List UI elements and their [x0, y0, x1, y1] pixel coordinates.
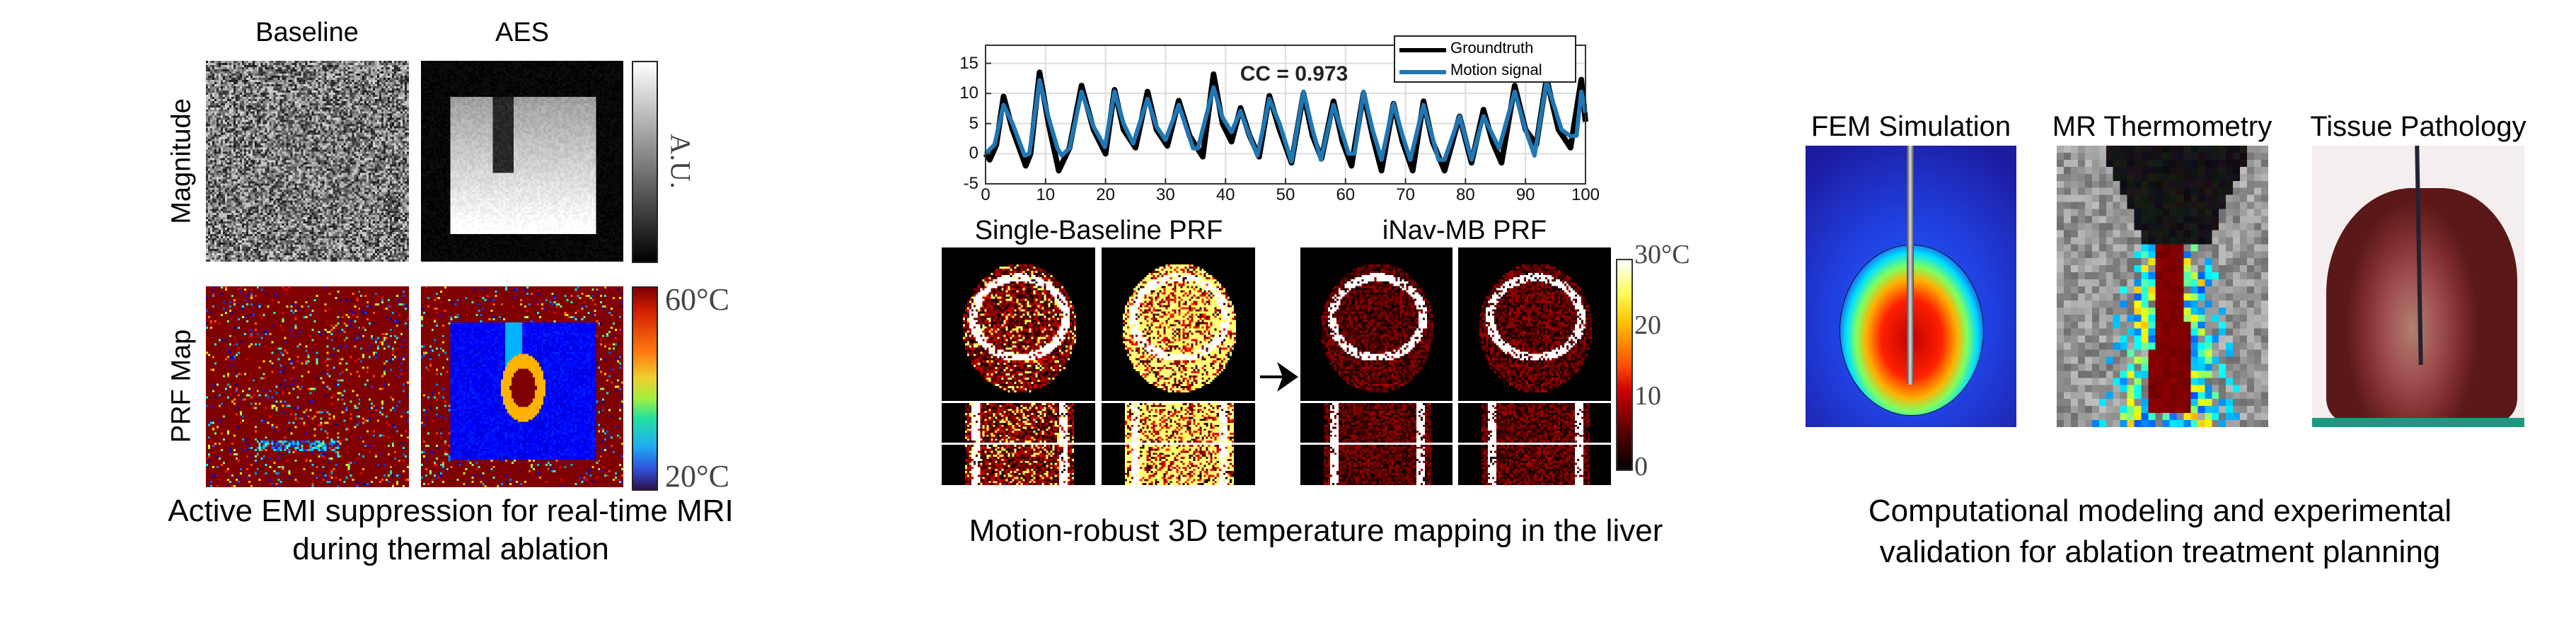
temperature-map-inav-mb-sag1: [1300, 403, 1452, 443]
x-tick-label: 80: [1456, 185, 1475, 204]
temperature-map-inav-mb-sag1: [1458, 403, 1611, 443]
baseline-magnitude-image: [206, 61, 409, 262]
y-tick-label: 5: [969, 113, 978, 133]
magnitude-colorbar: [632, 61, 658, 263]
chart-legend: Groundtruth Motion signal: [1394, 35, 1576, 83]
legend-label-motion-signal: Motion signal: [1450, 61, 1542, 78]
colorbar-label-0: 0: [1634, 452, 1648, 482]
group-title-inav-mb: iNav-MB PRF: [1382, 216, 1547, 245]
x-tick-label: 70: [1396, 185, 1415, 204]
legend-label-groundtruth: Groundtruth: [1450, 39, 1534, 57]
temperature-map-single-baseline-sag2: [1102, 445, 1255, 485]
temperature-map-single-baseline-sag2: [942, 445, 1095, 485]
modeling-caption-line-1: Computational modeling and experimental: [1868, 494, 2452, 528]
series-line-motion-signal: [983, 78, 1588, 164]
fem-simulation-image: [1806, 146, 2016, 427]
aes-magnitude-image: [421, 61, 623, 262]
colorbar-label-10: 10: [1634, 381, 1661, 411]
emi-caption-line-2: during thermal ablation: [292, 532, 609, 566]
x-tick-label: 0: [981, 185, 990, 204]
x-tick-label: 60: [1336, 185, 1356, 204]
temperature-map-inav-mb-axial: [1300, 247, 1452, 401]
tissue-pathology-photo: [2312, 146, 2524, 427]
emi-caption-line-1: Active EMI suppression for real-time MRI: [168, 494, 734, 528]
y-tick-label: 10: [959, 83, 978, 103]
colorbar-label-30: 30°C: [1634, 240, 1690, 269]
baseline-prf-map-image: [206, 286, 409, 487]
arrow-right-icon: [1260, 362, 1298, 392]
ablation-probe: [1907, 146, 1914, 385]
colorbar-label-20: 20: [1634, 310, 1661, 340]
temperature-colorbar: [1616, 259, 1633, 471]
row-label-magnitude: Magnitude: [166, 98, 197, 224]
temperature-map-inav-mb-axial: [1458, 247, 1611, 401]
prf-colorbar: [632, 286, 658, 491]
temperature-map-single-baseline-sag1: [1102, 403, 1255, 443]
column-title-baseline: Baseline: [255, 18, 359, 47]
title-tissue-pathology: Tissue Pathology: [2310, 111, 2526, 142]
mr-thermometry-image: [2057, 146, 2268, 427]
column-title-aes: AES: [495, 18, 550, 47]
y-tick-label: 0: [969, 144, 978, 163]
y-tick-label: 15: [959, 53, 978, 73]
x-tick-label: 90: [1515, 185, 1535, 204]
temperature-map-single-baseline-axial: [1102, 247, 1255, 401]
prf-colorbar-max: 60°C: [665, 282, 729, 317]
legend-swatch-groundtruth: [1399, 48, 1446, 52]
group-title-single-baseline: Single-Baseline PRF: [974, 216, 1223, 245]
y-tick-label: -5: [963, 174, 978, 193]
prf-colorbar-min: 20°C: [665, 459, 729, 494]
magnitude-colorbar-label: A.U.: [664, 134, 697, 189]
liver-caption: Motion-robust 3D temperature mapping in …: [969, 513, 1663, 548]
cc-annotation: CC = 0.973: [1240, 62, 1348, 86]
x-tick-label: 100: [1571, 185, 1600, 204]
title-mr-thermometry: MR Thermometry: [2052, 111, 2272, 142]
x-tick-label: 20: [1096, 185, 1115, 204]
modeling-caption-line-2: validation for ablation treatment planni…: [1879, 535, 2441, 569]
tray-edge: [2312, 418, 2524, 427]
x-tick-label: 10: [1036, 185, 1056, 204]
temperature-map-inav-mb-sag2: [1300, 445, 1452, 485]
temperature-map-single-baseline-sag1: [942, 403, 1095, 443]
aes-prf-map-image: [421, 286, 623, 487]
x-tick-label: 30: [1156, 185, 1175, 204]
temperature-map-inav-mb-sag2: [1458, 445, 1611, 485]
x-tick-label: 50: [1276, 185, 1295, 204]
temperature-map-single-baseline-axial: [942, 247, 1095, 401]
x-tick-label: 40: [1215, 185, 1235, 204]
row-label-prf-map: PRF Map: [166, 329, 197, 443]
legend-swatch-motion-signal: [1399, 70, 1446, 74]
title-fem-simulation: FEM Simulation: [1810, 111, 2011, 142]
